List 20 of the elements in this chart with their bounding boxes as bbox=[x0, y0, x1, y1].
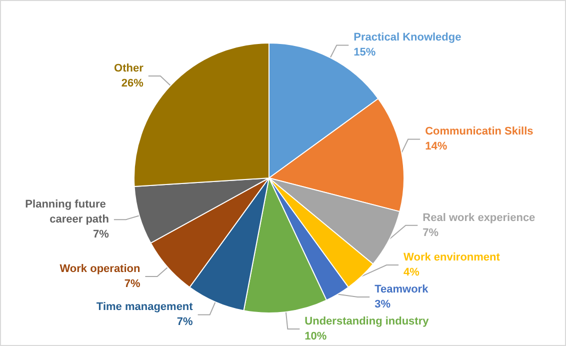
slice-label: Time management bbox=[96, 301, 194, 314]
data-label: 15% bbox=[354, 46, 376, 59]
slice-label: Communicatin Skills bbox=[425, 126, 534, 138]
data-label: 14% bbox=[425, 140, 448, 153]
data-label: 7% bbox=[422, 226, 439, 239]
slice-label: Other bbox=[114, 62, 144, 75]
data-label: 4% bbox=[404, 266, 420, 278]
data-label: 3% bbox=[374, 298, 391, 310]
data-label: 7% bbox=[93, 228, 110, 241]
slice-label: Teamwork bbox=[374, 284, 430, 296]
slice-label: Real work experience bbox=[422, 212, 536, 224]
data-label: 26% bbox=[121, 78, 144, 90]
data-label: 7% bbox=[124, 278, 140, 290]
slice-label: Work operation bbox=[60, 263, 140, 276]
slice-label: Understanding industry bbox=[304, 316, 430, 328]
data-label: 10% bbox=[304, 330, 327, 342]
slice-label: Planning future career path bbox=[25, 198, 110, 226]
data-label: 7% bbox=[176, 316, 194, 328]
slice-label: Practical Knowledge bbox=[354, 32, 462, 44]
slice-label: Work environment bbox=[404, 252, 500, 264]
